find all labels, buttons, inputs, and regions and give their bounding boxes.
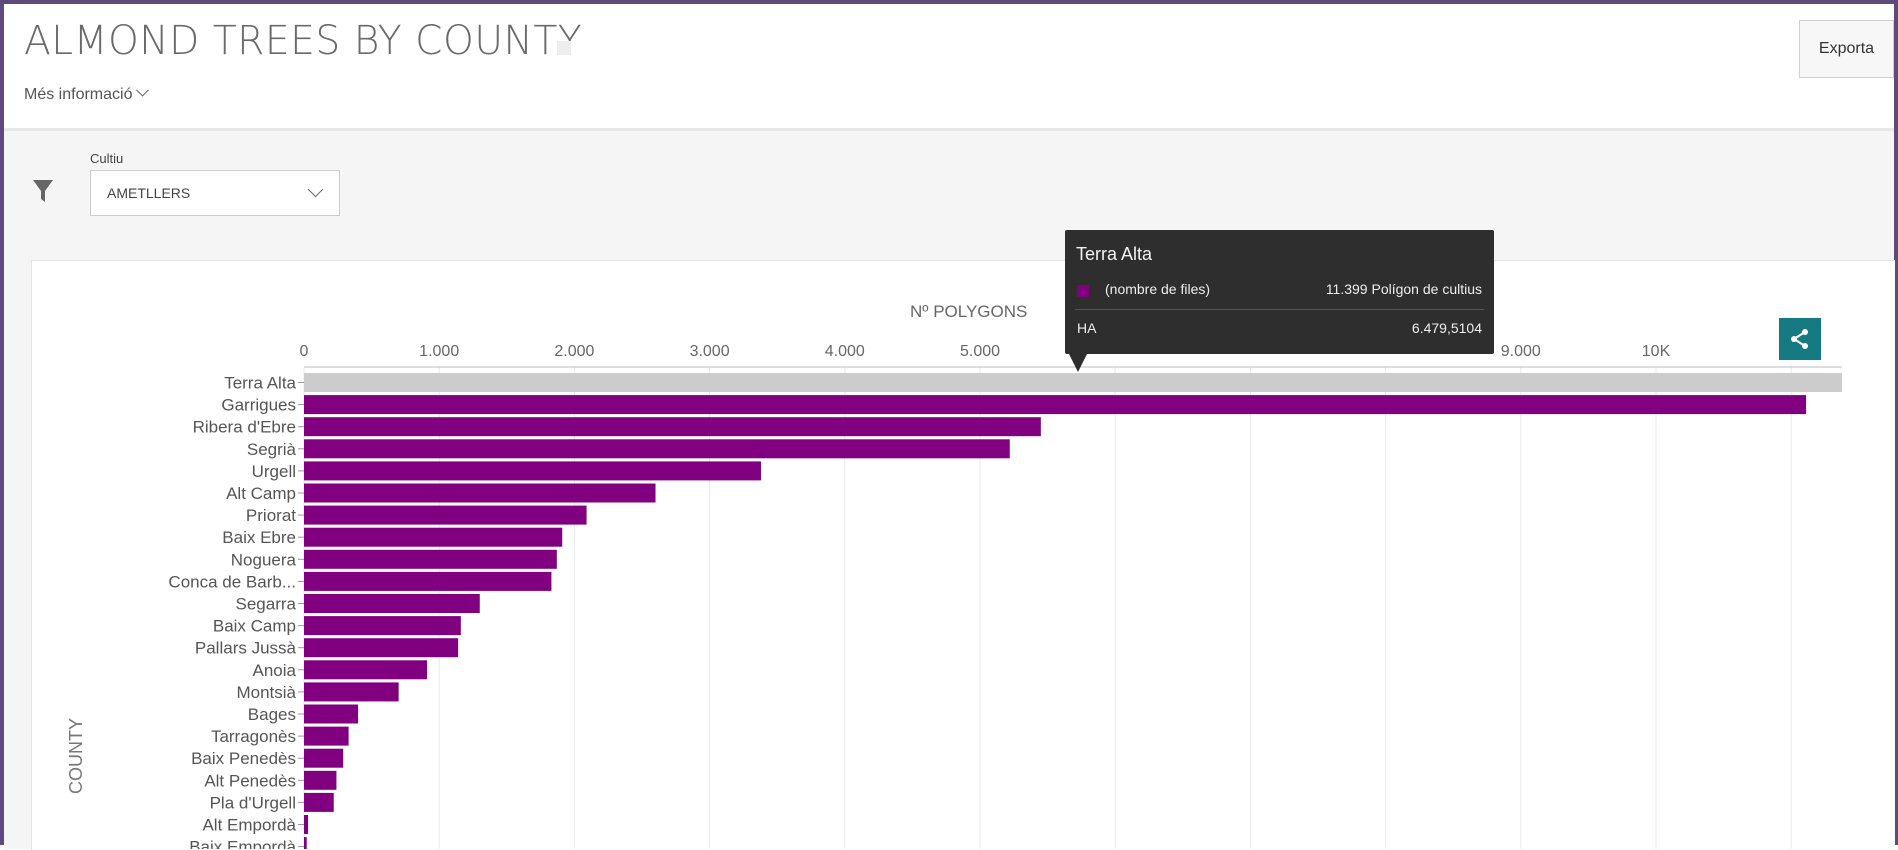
header: ALMOND TREES BY COUNTY Més informació Ex…	[4, 4, 1894, 131]
y-tick-label: Alt Empordà	[202, 816, 296, 835]
bar[interactable]	[304, 417, 1041, 437]
x-tick-label: 2.000	[554, 343, 594, 360]
tooltip-title: Terra Alta	[1076, 244, 1153, 264]
y-tick-label: Urgell	[252, 462, 296, 481]
y-tick-label: Segrià	[247, 440, 297, 459]
bar[interactable]	[304, 461, 761, 481]
bar[interactable]	[304, 616, 461, 636]
bar[interactable]	[304, 571, 552, 591]
tooltip-series-label: (nombre de files)	[1105, 281, 1211, 297]
crop-select[interactable]: AMETLLERS	[90, 170, 340, 216]
y-tick-label: Baix Empordà	[189, 838, 296, 849]
more-info-toggle[interactable]: Més informació	[24, 83, 150, 104]
y-tick-label: Garrigues	[221, 396, 296, 415]
chart-title: Nº POLYGONS	[910, 302, 1027, 321]
y-tick-label: Alt Penedès	[204, 771, 296, 790]
x-tick-label: 0	[300, 343, 309, 360]
share-icon	[1791, 329, 1808, 349]
y-tick-label: Pla d'Urgell	[210, 793, 296, 812]
x-tick-label: 4.000	[825, 343, 865, 360]
crop-select-value: AMETLLERS	[107, 185, 191, 201]
y-axis: Terra Alta Garrigues Ribera d'Ebre Segrià Ur…	[168, 374, 304, 849]
bar[interactable]	[304, 792, 334, 812]
filter-label: Cultiu	[90, 151, 124, 166]
export-button[interactable]: Exporta	[1799, 20, 1894, 78]
y-tick-label: Montsià	[236, 683, 296, 702]
bar[interactable]	[304, 483, 656, 503]
y-tick-label: Terra Alta	[224, 374, 296, 393]
share-button[interactable]	[1779, 318, 1821, 360]
y-tick-label: Baix Camp	[213, 617, 296, 636]
chart-tooltip: Terra Alta (nombre de files) 11.399 Polí…	[1065, 230, 1494, 372]
bar[interactable]	[304, 505, 587, 525]
bar[interactable]	[304, 594, 480, 613]
tooltip-metric-label: HA	[1077, 320, 1097, 336]
y-tick-label: Anoia	[253, 661, 297, 680]
y-tick-label: Bages	[248, 705, 296, 724]
tooltip-metric-value: 6.479,5104	[1411, 320, 1482, 336]
bars	[304, 373, 1842, 849]
x-tick-label: 5.000	[960, 343, 1000, 360]
y-tick-label: Alt Camp	[226, 484, 296, 503]
y-tick-label: Ribera d'Ebre	[193, 418, 296, 437]
series-swatch	[1077, 285, 1089, 297]
bar-chart: Nº POLYGONS 0 1.000 2.000 3.000 4.000 5.000 9.…	[66, 302, 1842, 849]
y-tick-label: Baix Ebre	[222, 528, 296, 547]
y-tick-label: Priorat	[246, 506, 296, 525]
y-axis-label: COUNTY	[66, 718, 86, 794]
bar[interactable]	[304, 770, 337, 790]
filter-icon[interactable]	[32, 178, 54, 206]
x-tick-label: 9.000	[1501, 343, 1541, 360]
bar[interactable]	[304, 373, 1842, 392]
tooltip-series-value: 11.399 Polígon de cultius	[1325, 281, 1482, 297]
title-marker-icon	[557, 41, 571, 55]
bar[interactable]	[304, 395, 1807, 415]
y-tick-label: Tarragonès	[211, 727, 296, 746]
bar[interactable]	[304, 439, 1010, 459]
x-tick-label: 10K	[1642, 343, 1671, 360]
y-tick-label: Segarra	[236, 595, 297, 614]
y-tick-label: Noguera	[231, 550, 297, 569]
bar[interactable]	[304, 704, 359, 724]
x-tick-label: 1.000	[419, 343, 459, 360]
bar[interactable]	[304, 815, 309, 834]
bar[interactable]	[304, 638, 459, 658]
bar[interactable]	[304, 527, 563, 547]
y-tick-label: Conca de Barb...	[168, 572, 296, 591]
x-tick-label: 3.000	[690, 343, 730, 360]
y-tick-label: Pallars Jussà	[195, 639, 297, 658]
bar[interactable]	[304, 660, 428, 680]
bar[interactable]	[304, 748, 344, 768]
y-tick-label: Baix Penedès	[191, 749, 296, 768]
bar[interactable]	[304, 549, 557, 569]
tooltip-divider	[1075, 309, 1484, 310]
page-title: ALMOND TREES BY COUNTY	[24, 18, 583, 64]
bar[interactable]	[304, 726, 349, 746]
bar[interactable]	[304, 682, 399, 702]
more-info-label: Més informació	[24, 86, 133, 103]
bar[interactable]	[304, 837, 307, 849]
